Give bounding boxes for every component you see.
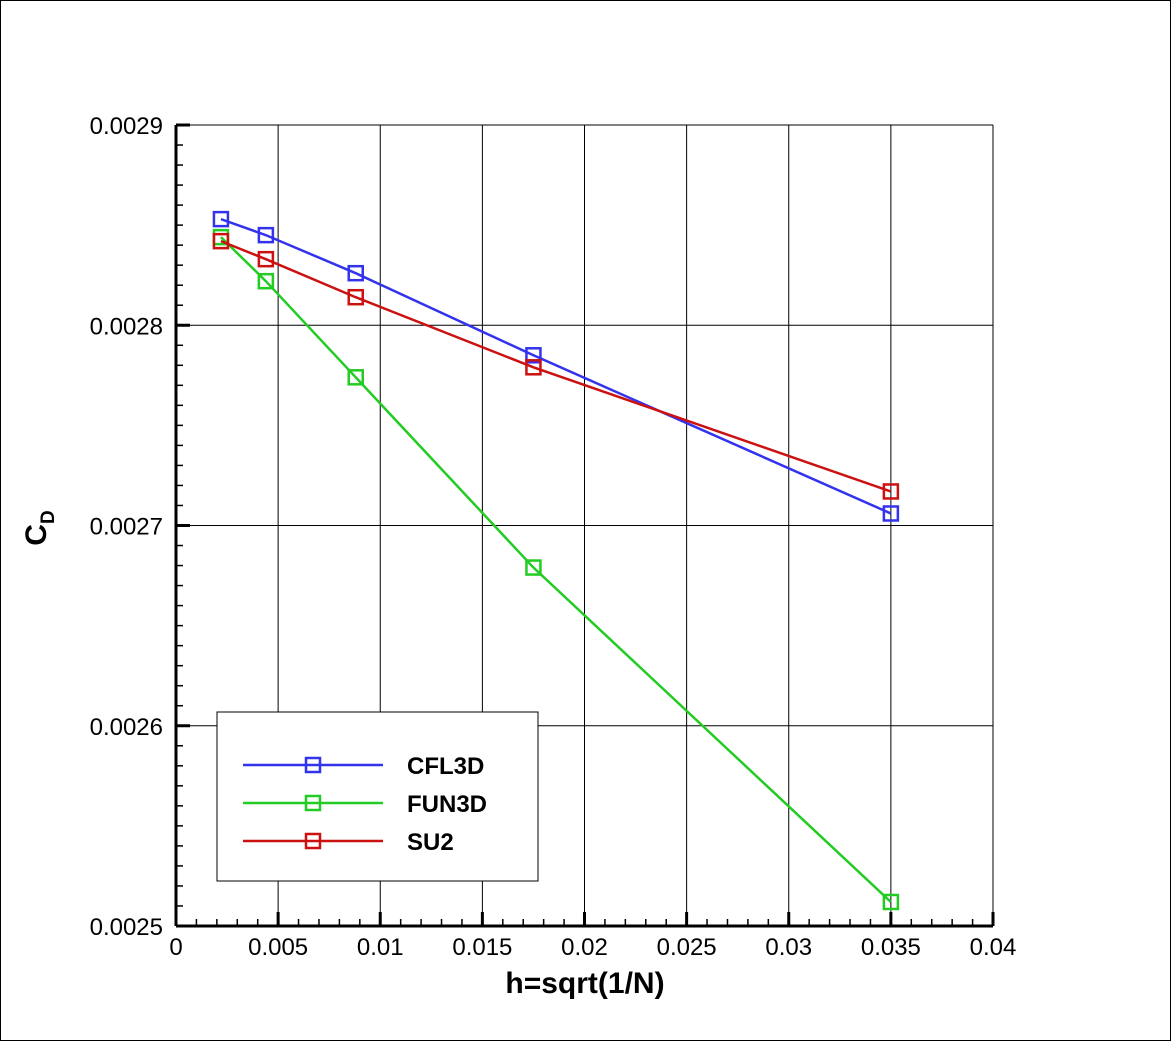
series-line-su2: [220, 239, 892, 493]
x-tick-label: 0.03: [765, 934, 812, 961]
axes: [174, 123, 995, 928]
data-point-cfl3d: [882, 505, 900, 522]
legend-label-cfl3d: CFL3D: [407, 753, 484, 780]
legend: CFL3D FUN3D SU2: [216, 711, 539, 882]
x-tick-label: 0.035: [861, 934, 921, 961]
legend-label-fun3d: FUN3D: [407, 791, 487, 818]
svg-text:CD: CD: [20, 510, 59, 545]
data-point-fun3d: [525, 559, 542, 576]
y-tick-label: 0.0028: [90, 313, 163, 340]
series-group: [212, 210, 900, 911]
legend-marker-fun3d: [304, 794, 322, 812]
series-line-fun3d: [220, 236, 892, 903]
x-tick-label: 0.02: [561, 934, 608, 961]
data-point-su2: [347, 288, 364, 306]
data-point-su2: [525, 359, 542, 376]
y-tick-label: 0.0026: [90, 714, 163, 741]
data-point-cfl3d: [212, 210, 230, 228]
y-tick-label: 0.0029: [90, 113, 163, 140]
x-tick-label: 0.04: [970, 934, 1017, 961]
data-point-su2: [882, 483, 900, 500]
legend-label-su2: SU2: [407, 829, 454, 856]
legend-marker-su2: [304, 832, 322, 850]
legend-marker-cfl3d: [304, 756, 322, 774]
data-point-su2: [212, 232, 230, 250]
x-tick-label: 0: [169, 934, 182, 961]
x-tick-label: 0.005: [248, 934, 308, 961]
y-axis-title-sub: D: [38, 510, 59, 524]
data-point-fun3d: [257, 272, 275, 290]
data-point-cfl3d: [347, 264, 364, 282]
data-point-su2: [257, 250, 275, 268]
y-axis-title-main: C: [20, 524, 53, 546]
x-tick-label: 0.025: [657, 934, 717, 961]
x-tick-label: 0.01: [357, 934, 404, 961]
y-tick-label: 0.0027: [90, 514, 163, 541]
x-axis-title: h=sqrt(1/N): [505, 967, 664, 1000]
data-point-cfl3d: [525, 347, 542, 364]
y-tick-label: 0.0025: [90, 914, 163, 941]
x-tick-label: 0.015: [452, 934, 512, 961]
y-axis-title: CD: [20, 510, 59, 545]
legend-box: [216, 711, 539, 882]
tick-labels: 0 0.005 0.01 0.015 0.02 0.025 0.03 0.035 0.04 0.0…: [90, 113, 1017, 961]
data-point-fun3d: [347, 369, 364, 386]
data-point-fun3d: [882, 893, 900, 911]
data-point-cfl3d: [257, 226, 275, 244]
series-line-cfl3d: [220, 217, 892, 515]
